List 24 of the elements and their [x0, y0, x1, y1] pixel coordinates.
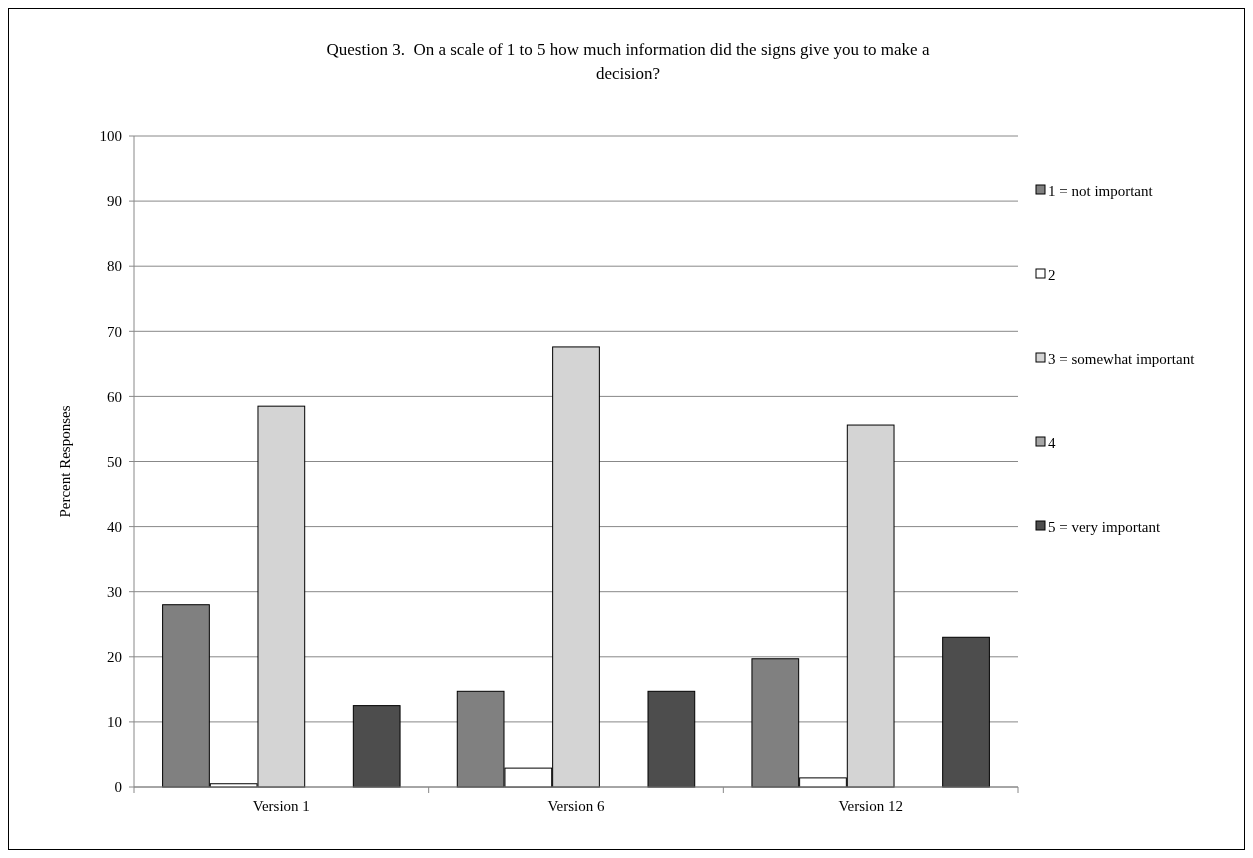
- bar: [647, 690, 696, 788]
- legend-label: 2: [1048, 267, 1056, 284]
- y-tick-label: 70: [107, 323, 122, 340]
- bar: [942, 636, 990, 788]
- chart-title: Question 3. On a scale of 1 to 5 how much information did the signs give you to make a decision?: [326, 40, 930, 83]
- y-tick-label: 60: [107, 388, 122, 405]
- bar: [352, 705, 401, 788]
- y-tick-label: 90: [107, 193, 122, 210]
- y-tick-label: 0: [114, 779, 122, 796]
- y-tick-label: 80: [107, 258, 122, 275]
- legend-label: 4: [1048, 435, 1056, 452]
- y-tick-label: 50: [107, 453, 122, 470]
- x-tick-label: Version 6: [547, 798, 606, 814]
- y-tick-label: 100: [99, 128, 122, 145]
- x-tick-label: Version 12: [838, 798, 903, 814]
- y-tick-label: 40: [107, 518, 122, 535]
- y-tick-label: 30: [107, 583, 122, 600]
- legend-label: 5 = very important: [1048, 519, 1162, 536]
- y-axis-title: Percent Responses: [57, 405, 73, 518]
- y-tick-label: 10: [107, 714, 122, 731]
- y-tick-label: 20: [107, 649, 122, 666]
- legend-label: 3 = somewhat important: [1048, 351, 1196, 368]
- x-tick-label: Version 1: [252, 798, 310, 814]
- legend-label: 1 = not important: [1048, 183, 1154, 200]
